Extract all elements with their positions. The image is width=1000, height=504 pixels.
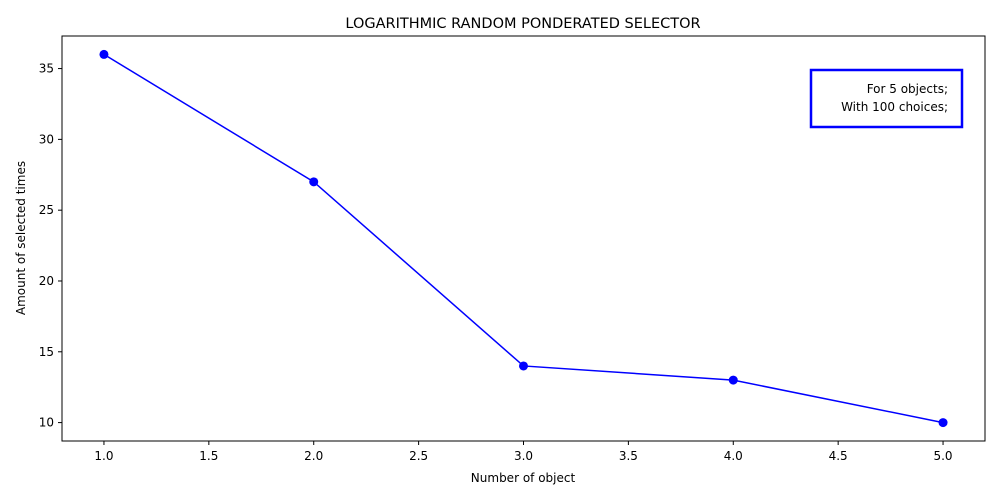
data-point [99, 49, 109, 59]
annotation-line-1: For 5 objects; [867, 82, 948, 96]
plot-frame [61, 35, 986, 442]
x-tick-label: 2.0 [304, 449, 323, 463]
annotation-line-2: With 100 choices; [841, 100, 948, 114]
x-tick-label: 4.0 [724, 449, 743, 463]
y-tick-label: 30 [39, 132, 54, 146]
data-point [938, 418, 948, 428]
y-axis-label: Amount of selected times [14, 161, 28, 315]
x-tick-label: 5.0 [933, 449, 952, 463]
y-tick-label: 10 [39, 416, 54, 430]
data-point [309, 177, 319, 187]
y-tick-label: 15 [39, 345, 54, 359]
series-layer [99, 49, 948, 428]
data-point [519, 361, 528, 371]
data-point [728, 375, 738, 385]
chart-title: LOGARITHMIC RANDOM PONDERATED SELECTOR [345, 16, 700, 32]
x-tick-label: 4.5 [829, 449, 848, 463]
x-tick-label: 1.0 [94, 449, 113, 463]
x-tick-label: 3.0 [514, 449, 533, 463]
x-tick-label: 1.5 [199, 449, 218, 463]
y-tick-label: 35 [39, 62, 54, 76]
x-axis-ticks: 1.0 1.5 2.0 2.5 3.0 3.5 4.0 4.5 5.0 [94, 441, 953, 463]
x-tick-label: 2.5 [409, 449, 428, 463]
x-axis-label: Number of object [471, 471, 576, 485]
annotation-frame [809, 68, 964, 129]
annotation-box: For 5 objects; With 100 choices; [809, 68, 964, 129]
y-tick-label: 25 [39, 203, 54, 217]
x-tick-label: 3.5 [619, 449, 638, 463]
y-tick-label: 20 [39, 274, 54, 288]
y-axis-ticks: 10 15 20 25 30 35 [39, 62, 62, 430]
